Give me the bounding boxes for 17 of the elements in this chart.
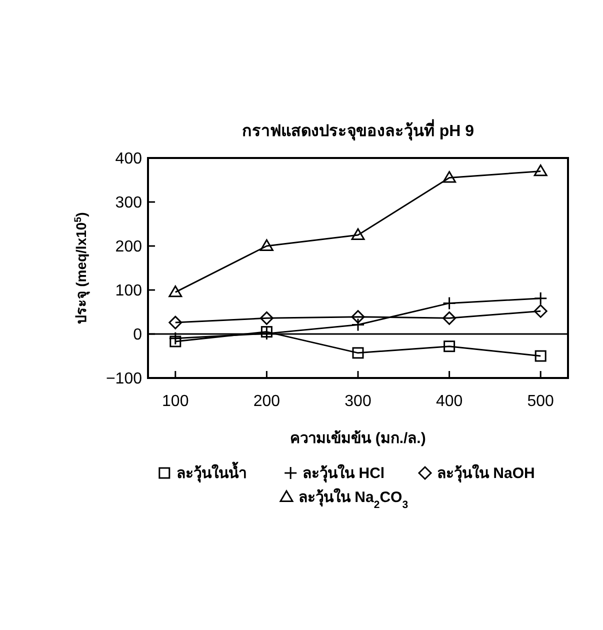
legend-label: ละวุ้นใน NaOH [437, 464, 535, 483]
chart-title: กราฟแสดงประจุของละวุ้นที่ pH 9 [242, 119, 474, 141]
x-axis-title: ความเข้มข้น (มก./ล.) [290, 430, 426, 447]
x-tick-label: 500 [527, 393, 554, 410]
x-tick-label: 300 [344, 393, 372, 410]
legend-label: ละวุ้นใน HCl [302, 464, 385, 483]
y-tick-label: 100 [115, 282, 142, 300]
y-tick-label: 200 [115, 238, 142, 256]
legend-label: ละวุ้นใน Na$_{2}$CO$_{3}$ [298, 488, 408, 511]
y-tick-label: 300 [115, 194, 142, 212]
y-tick-label: −100 [106, 370, 142, 388]
x-tick-label: 200 [253, 393, 280, 410]
y-tick-label: 0 [133, 326, 142, 344]
x-tick-label: 100 [162, 393, 189, 410]
x-tick-label: 400 [436, 393, 463, 410]
legend-label: ละวุ้นในน้ำ [176, 461, 246, 483]
y-tick-label: 400 [115, 150, 142, 168]
